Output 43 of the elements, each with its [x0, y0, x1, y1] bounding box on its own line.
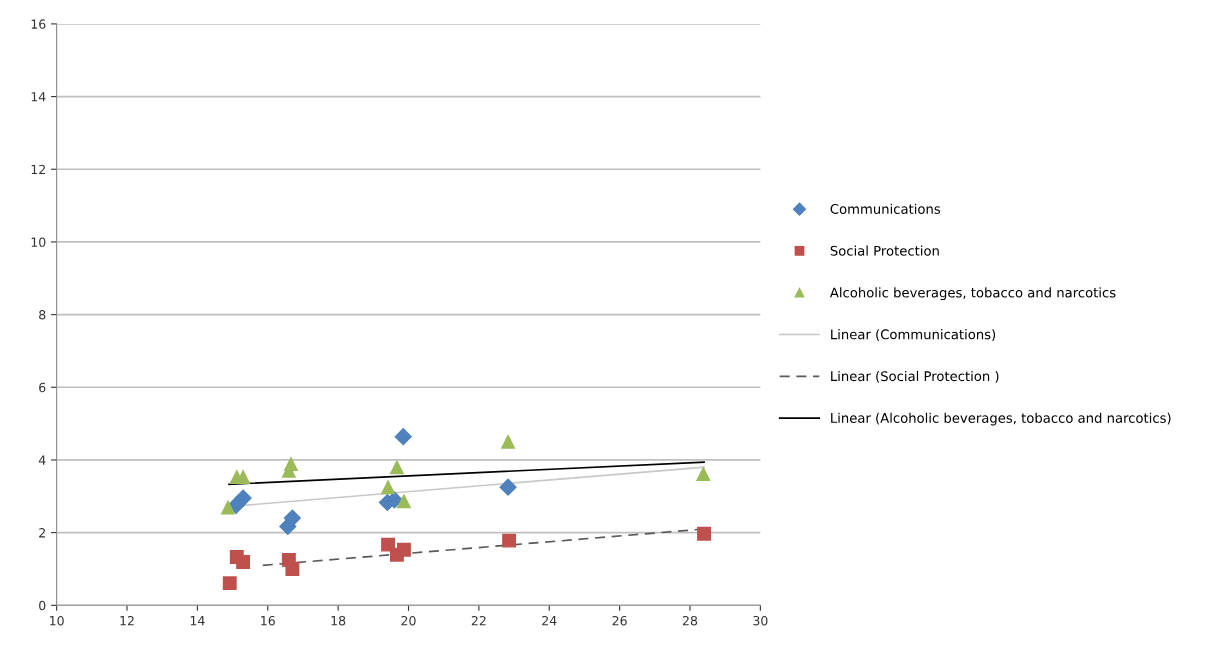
legend-label: Alcoholic beverages, tobacco and narcotics	[829, 287, 1116, 301]
x-tick-label: 10	[50, 615, 64, 626]
point	[222, 576, 237, 591]
y-tick-label: 10	[31, 237, 46, 247]
point	[499, 478, 517, 496]
point	[396, 542, 411, 557]
point	[501, 434, 516, 449]
x-tick-label: 28	[682, 615, 698, 626]
y-tick-label: 2	[39, 528, 45, 538]
x-tick-label: 20	[401, 615, 416, 626]
x-tick-label: 22	[471, 615, 486, 626]
point	[697, 526, 712, 541]
point	[394, 428, 412, 446]
point	[381, 537, 396, 552]
y-tick-label: 0	[39, 600, 46, 611]
y-tick-label: 4	[38, 455, 46, 465]
legend-label: Communications	[830, 203, 941, 214]
legend-label: Linear (Communications)	[831, 329, 996, 341]
point	[396, 494, 411, 509]
legend-label: Linear (Social Protection )	[831, 370, 999, 383]
point	[234, 489, 252, 507]
point	[381, 480, 396, 495]
x-tick-label: 24	[542, 615, 557, 626]
x-tick-label: 14	[190, 616, 205, 626]
legend-label: Linear (Alcoholic beverages, tobacco and narcotics)	[831, 412, 1171, 426]
point	[285, 562, 300, 576]
y-tick-label: 8	[39, 310, 46, 320]
point	[221, 500, 235, 515]
point	[502, 533, 517, 548]
y-tick-label: 14	[31, 92, 46, 102]
y-tick-label: 16	[31, 19, 46, 29]
x-tick-label: 30	[753, 615, 768, 626]
point	[236, 555, 251, 570]
y-tick-label: 6	[39, 382, 46, 393]
point	[696, 467, 711, 482]
x-tick-label: 26	[612, 615, 627, 626]
point	[389, 460, 404, 475]
legend-label: Social Protection	[830, 245, 939, 256]
x-tick-label: 12	[120, 615, 134, 626]
x-tick-label: 18	[331, 615, 346, 626]
x-tick-label: 16	[261, 615, 275, 626]
y-tick-label: 12	[31, 164, 45, 174]
point	[283, 509, 301, 527]
